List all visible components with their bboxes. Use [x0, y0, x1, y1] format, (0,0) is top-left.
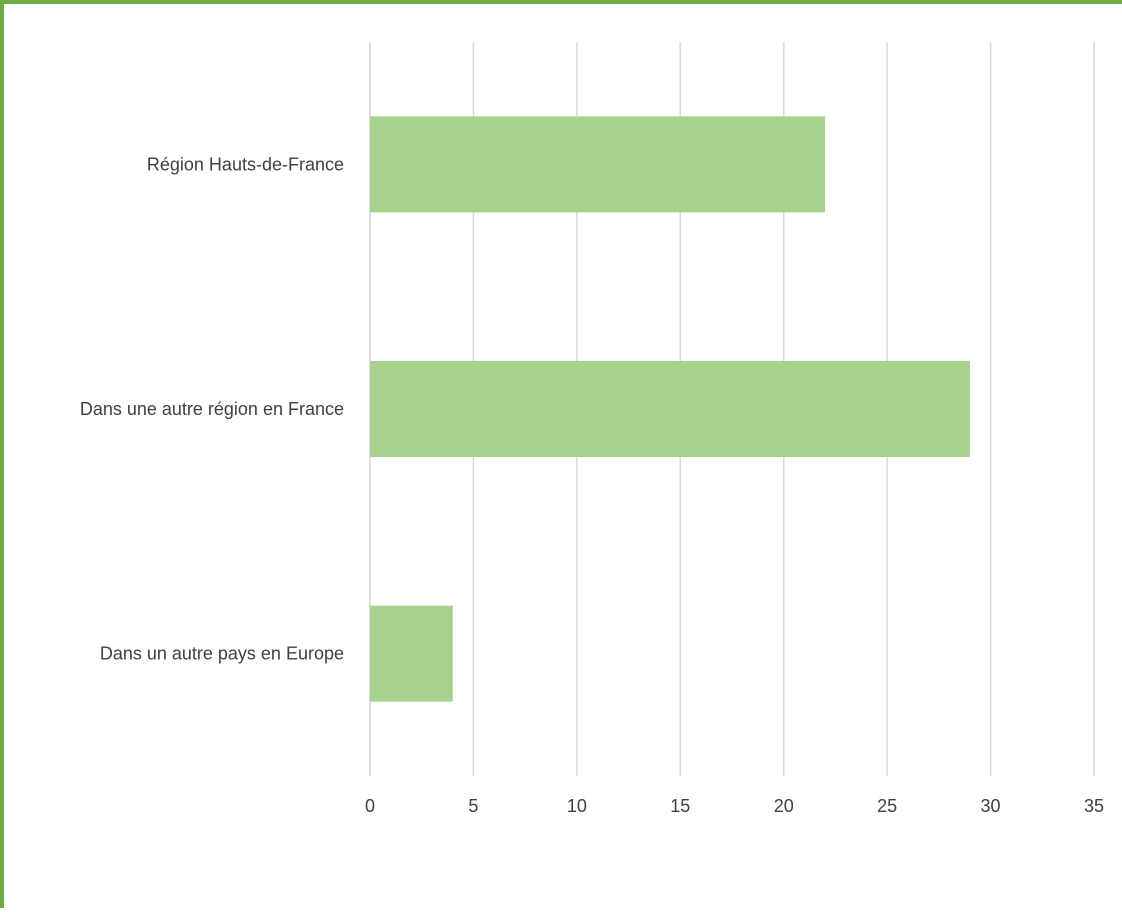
bars — [370, 116, 970, 702]
x-tick-label: 10 — [567, 796, 587, 816]
category-label: Dans un autre pays en Europe — [100, 644, 344, 664]
x-tick-label: 0 — [365, 796, 375, 816]
x-tick-label: 35 — [1084, 796, 1104, 816]
category-labels: Région Hauts-de-France Dans une autre rég… — [80, 154, 344, 663]
x-tick-label: 15 — [670, 796, 690, 816]
x-tick-label: 20 — [774, 796, 794, 816]
x-tick-label: 5 — [468, 796, 478, 816]
category-label: Dans une autre région en France — [80, 399, 344, 419]
bar — [370, 361, 970, 457]
bar — [370, 605, 453, 702]
x-axis-tick-labels: 0 5 10 15 20 25 30 35 — [365, 796, 1104, 816]
bar-chart: Région Hauts-de-France Dans une autre rég… — [80, 42, 1104, 816]
x-tick-label: 30 — [981, 796, 1001, 816]
bar — [370, 116, 826, 213]
x-tick-label: 25 — [877, 796, 897, 816]
category-label: Région Hauts-de-France — [147, 154, 344, 174]
